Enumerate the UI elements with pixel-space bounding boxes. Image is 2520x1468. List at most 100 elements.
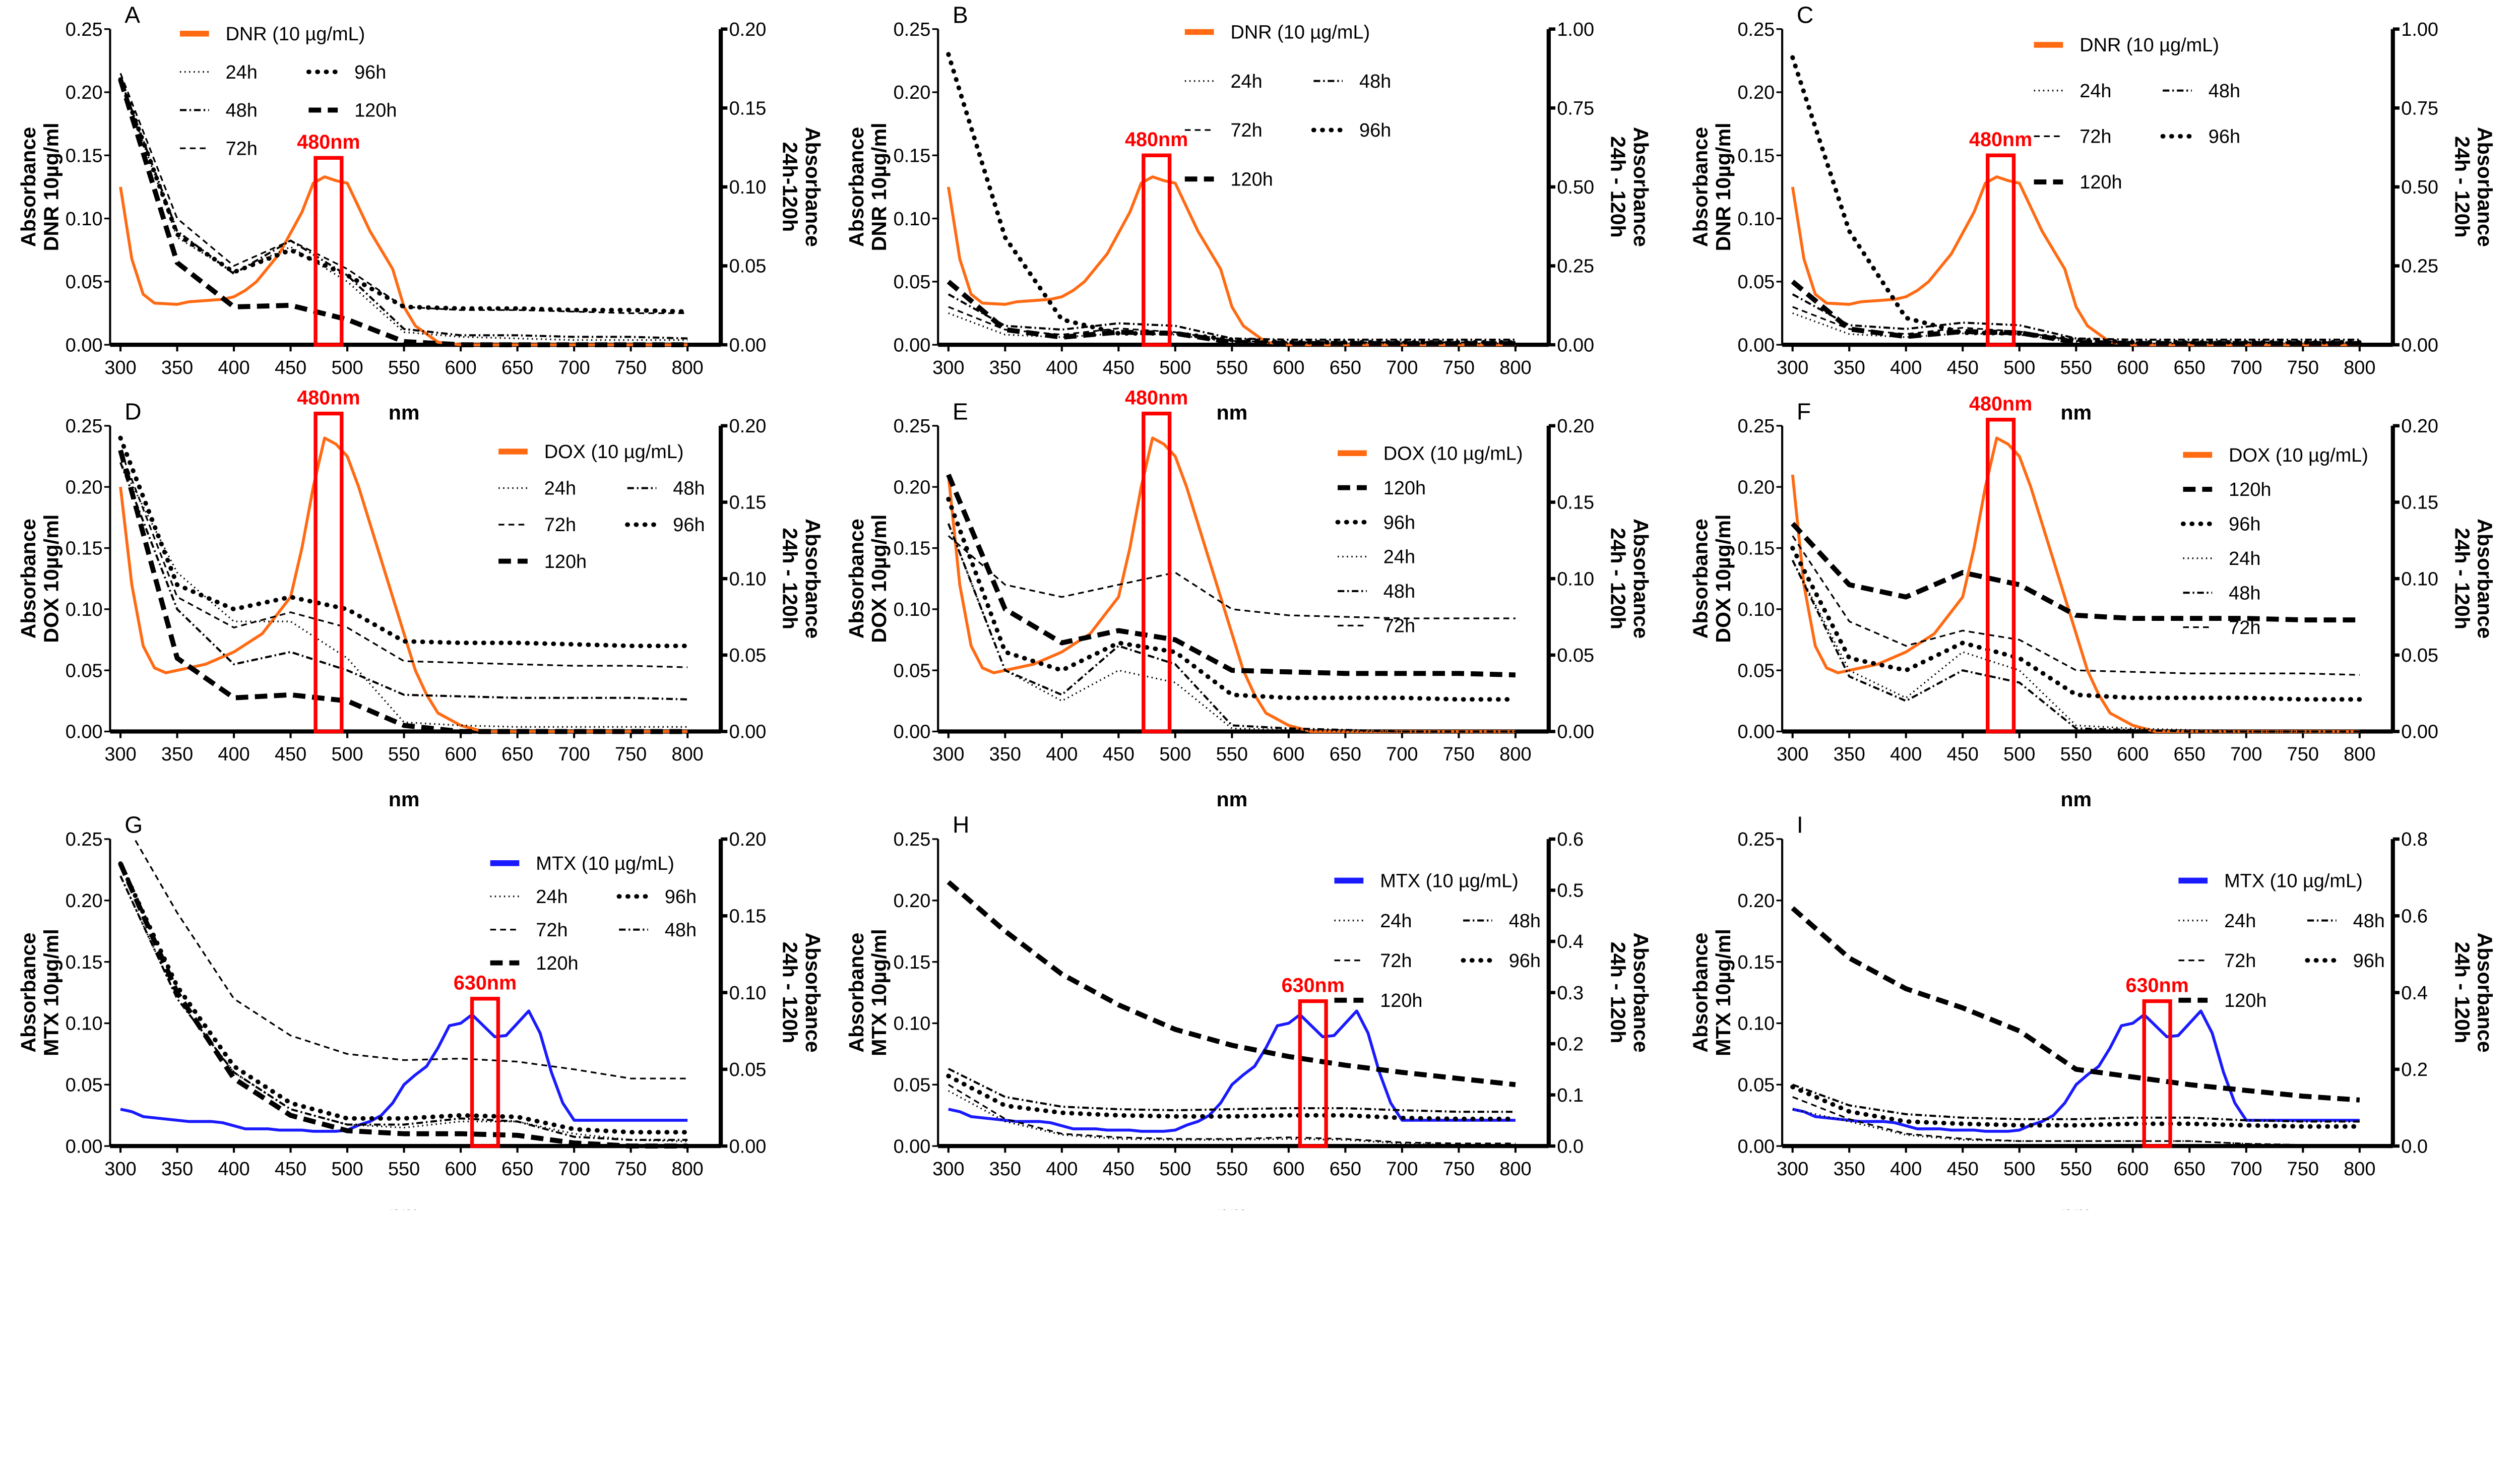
x-axis-label: nm <box>389 1202 420 1210</box>
legend-label-72h: 72h <box>1380 950 1412 972</box>
x-tick-label: 500 <box>331 744 363 765</box>
legend-label-120h: 120h <box>536 953 578 974</box>
x-tick-label: 600 <box>2117 744 2149 765</box>
right-tick-label: 0.05 <box>1557 645 1594 666</box>
x-axis-label: nm <box>1216 1202 1247 1210</box>
right-tick-label: 0.0 <box>1557 1136 1584 1157</box>
x-tick-label: 650 <box>2174 357 2206 378</box>
left-y-axis-label: DOX 10µg/ml <box>1712 515 1735 643</box>
left-tick-label: 0.25 <box>894 19 931 40</box>
left-y-axis-label: Absorbance <box>845 519 868 639</box>
right-y-axis-label: 24h - 120h <box>779 942 802 1044</box>
left-tick-label: 0.25 <box>66 416 103 437</box>
right-tick-label: 0.00 <box>2401 722 2438 743</box>
x-tick-label: 550 <box>388 1159 420 1180</box>
series-line-120h <box>946 474 1516 678</box>
x-tick-label: 800 <box>672 744 704 765</box>
legend-label-primary: DNR (10 µg/mL) <box>226 24 365 45</box>
right-tick-label: 0.00 <box>729 1136 767 1157</box>
left-tick-label: 0.20 <box>894 477 931 498</box>
x-tick-label: 300 <box>932 357 964 378</box>
series-line-dnr <box>119 175 688 347</box>
series-line-96h <box>118 861 690 1135</box>
left-tick-label: 0.10 <box>66 599 103 620</box>
series-line-48h <box>1792 1083 2360 1123</box>
legend-label-48h: 48h <box>1383 581 1415 602</box>
left-tick-label: 0.20 <box>1737 477 1775 498</box>
series-line-dox <box>119 436 688 733</box>
series-line-72h <box>948 306 1516 343</box>
left-tick-label: 0.20 <box>894 82 931 103</box>
legend-label-120h: 120h <box>1230 169 1273 190</box>
left-y-axis-label: DOX 10µg/ml <box>39 515 62 643</box>
panel-d: D 0.00 0.05 0.10 0.15 0.20 0.25 0.00 0.05 0.10 0.1… <box>17 387 825 810</box>
right-tick-label: 0.10 <box>729 568 767 590</box>
legend-label-120h: 120h <box>2229 479 2271 500</box>
x-tick-label: 550 <box>2060 357 2092 378</box>
series-line-48h <box>119 462 688 700</box>
right-tick-label: 0.1 <box>1557 1085 1584 1106</box>
series-line-48h <box>1792 293 2360 341</box>
x-tick-label: 450 <box>1947 1159 1979 1180</box>
x-tick-label: 350 <box>161 357 193 378</box>
series-line-96h <box>118 435 690 649</box>
x-tick-label: 450 <box>1947 357 1979 378</box>
series-line-96h <box>946 1073 1518 1121</box>
legend-label-24h: 24h <box>1230 71 1262 92</box>
right-tick-label: 0.50 <box>2401 177 2438 198</box>
panel-letter: D <box>124 399 141 425</box>
x-axis-label: nm <box>2060 1202 2092 1210</box>
x-tick-label: 550 <box>388 357 420 378</box>
right-y-axis-label: Absorbance <box>1629 127 1653 247</box>
wavelength-label: 630nm <box>454 972 517 994</box>
x-tick-label: 600 <box>445 1159 476 1180</box>
left-y-axis-label: Absorbance <box>845 933 868 1053</box>
left-tick-label: 0.25 <box>894 829 931 850</box>
legend-label-96h: 96h <box>665 886 697 908</box>
wavelength-label: 480nm <box>1969 393 2032 415</box>
x-tick-label: 700 <box>558 357 590 378</box>
left-y-axis-label: Absorbance <box>17 519 40 639</box>
x-tick-label: 650 <box>1330 744 1361 765</box>
legend-label-72h: 72h <box>226 138 258 159</box>
legend-label-primary: DOX (10 µg/mL) <box>1383 443 1523 464</box>
series-line-72h <box>948 535 1516 619</box>
legend-label-48h: 48h <box>1359 71 1391 92</box>
x-tick-label: 400 <box>218 744 249 765</box>
series-line-mtx <box>120 1009 688 1133</box>
left-y-axis-label: DNR 10µg/ml <box>1712 122 1735 251</box>
left-tick-label: 0.15 <box>894 538 931 559</box>
x-tick-label: 750 <box>2287 357 2319 378</box>
series-line-72h <box>119 450 688 668</box>
x-tick-label: 800 <box>672 357 704 378</box>
left-tick-label: 0.00 <box>894 335 931 356</box>
panel-e: E 0.00 0.05 0.10 0.15 0.20 0.25 0.00 0.05 0.10 0.1… <box>845 387 1653 810</box>
left-y-axis-label: DNR 10µg/ml <box>867 122 891 251</box>
right-tick-label: 0.20 <box>729 829 767 850</box>
legend-label-96h: 96h <box>673 515 705 536</box>
left-y-axis-label: Absorbance <box>1689 933 1712 1053</box>
x-tick-label: 500 <box>2003 744 2035 765</box>
x-tick-label: 700 <box>2230 1159 2262 1180</box>
left-tick-label: 0.10 <box>1737 599 1775 620</box>
x-tick-label: 450 <box>275 744 306 765</box>
right-tick-label: 0.4 <box>1557 931 1584 952</box>
right-y-axis-label: Absorbance <box>801 127 825 247</box>
wavelength-highlight-box <box>2142 999 2172 1148</box>
x-tick-label: 300 <box>104 357 136 378</box>
x-tick-label: 700 <box>558 1159 590 1180</box>
right-y-axis-label: 24h - 120h <box>2450 942 2474 1044</box>
wavelength-highlight-box <box>1986 153 2016 347</box>
x-tick-label: 500 <box>2003 1159 2035 1180</box>
left-tick-label: 0.10 <box>1737 1013 1775 1035</box>
legend-label-96h: 96h <box>2209 126 2240 148</box>
series-line-72h <box>948 1083 1516 1144</box>
legend-label-primary: DNR (10 µg/mL) <box>2080 35 2219 56</box>
right-tick-label: 0.25 <box>2401 256 2438 277</box>
left-y-axis-label: MTX 10µg/ml <box>1712 929 1735 1056</box>
panel-letter: G <box>124 812 143 838</box>
legend-label-120h: 120h <box>1383 478 1426 499</box>
right-tick-label: 0.25 <box>1557 256 1594 277</box>
legend-label-72h: 72h <box>2229 617 2260 639</box>
x-tick-label: 800 <box>1499 357 1531 378</box>
